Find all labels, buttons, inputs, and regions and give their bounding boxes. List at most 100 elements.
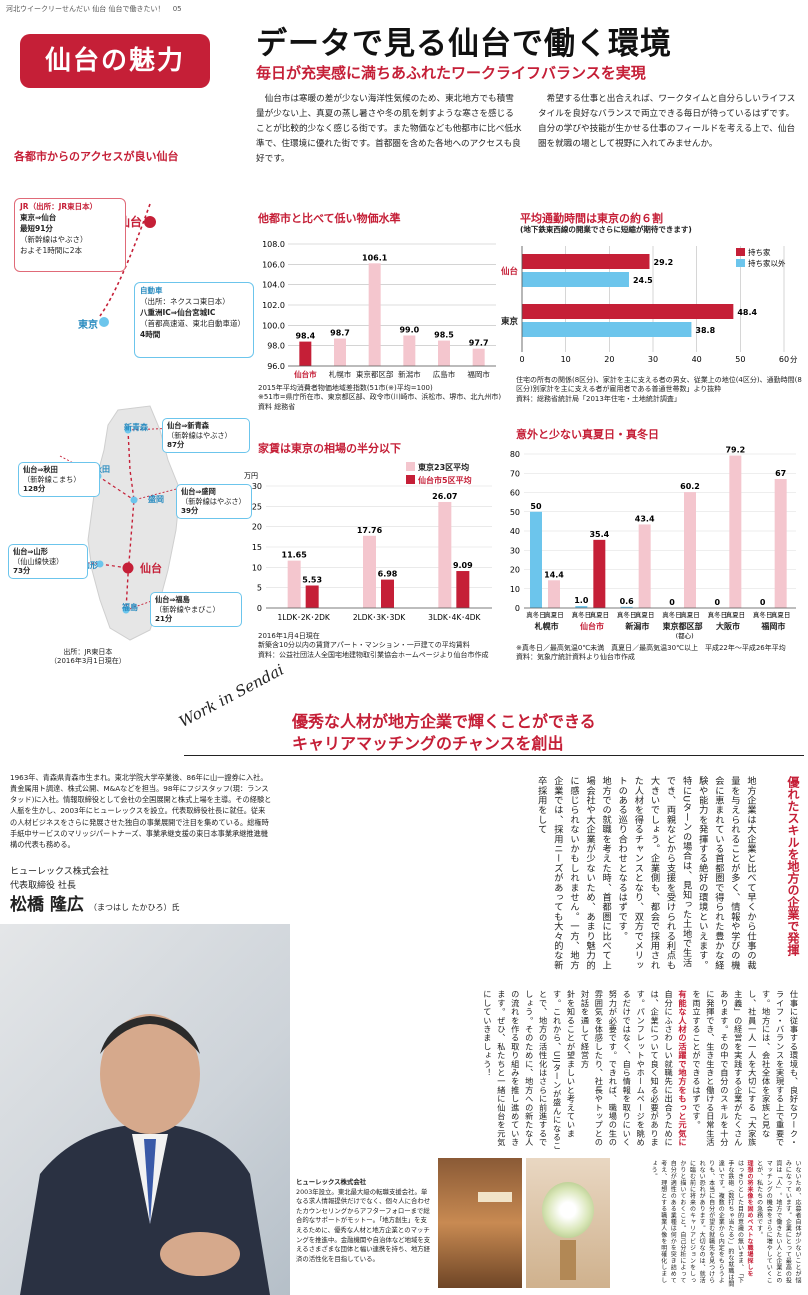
commute-xtick: 30	[648, 355, 658, 364]
intro-right: 希望する仕事と出合えれば、ワークタイムと自分らしいライフスタイルを良好なバランス…	[538, 94, 796, 150]
route-aomori-sub: （新幹線はやぶさ）	[167, 430, 232, 440]
ceo-role: 代表取締役 社長	[10, 881, 76, 891]
route-yamagata-sub: （仙山線快速）	[13, 556, 64, 566]
days-ytick: 50	[510, 508, 520, 517]
company-box: ヒューレックス株式会社 2003年設立。東北最大級の転職支援会社。単なる求人情報…	[296, 1178, 432, 1264]
days-summer-bar	[774, 479, 787, 608]
rent-value-label: 26.07	[432, 492, 457, 501]
commute-title: 平均通勤時間は東京の約６割	[520, 212, 663, 225]
rent-ytick: 15	[252, 543, 262, 552]
hand-shape	[160, 1232, 240, 1276]
flower-shape	[542, 1182, 594, 1238]
col2-a: いないため、応募者自体が少ないことが悩みになっています。企業にとって最高の投資は…	[755, 1160, 801, 1284]
access-map-top	[99, 203, 156, 327]
route-aomori: 仙台⇒新青森	[167, 421, 209, 430]
fukushima-dot	[122, 606, 130, 614]
rent-yunit: 万円	[244, 472, 258, 480]
days-winter-label: 50	[530, 502, 542, 511]
days-city-label: 札幌市	[534, 621, 559, 631]
commute-notes: 住宅の所有の関係(8区分)、家計を主に支える者の男女、従業上の地位(4区分)、通…	[516, 376, 804, 404]
rent-ytick: 20	[252, 523, 262, 532]
rent-ytick: 10	[252, 563, 262, 572]
running-header: 河北ウイークリーせんだい 仙台 仙台で働きたい！ 05	[6, 4, 182, 14]
rent-notes: 2016年1月4日現在 新築含10分以内の賃貸アパート・マンション・一戸建ての平…	[258, 632, 510, 660]
days-summer-label: 14.4	[544, 570, 564, 579]
route-akita: 仙台⇒秋田	[23, 465, 58, 474]
days-sublabel: 真冬日	[572, 610, 592, 619]
route-morioka-sub: （新幹線はやぶさ）	[181, 496, 246, 506]
days-summer-label: 79.2	[725, 446, 745, 455]
price-notes: 2015年平均消費者物価地域差指数(51市(※)平均=100) ※51市=県庁所…	[258, 384, 508, 412]
flower-photo	[526, 1158, 610, 1288]
city-yamagata: 山形	[82, 561, 98, 570]
city-morioka: 盛岡	[148, 495, 164, 504]
sendai-dot	[144, 216, 156, 228]
rent-note-2: 新築含10分以内の賃貸アパート・マンション・一戸建ての平均賃料	[258, 641, 470, 650]
rent-value-label: 9.09	[453, 561, 473, 570]
days-sublabel: 真夏日	[726, 610, 746, 619]
price-ytick: 96.0	[267, 362, 285, 371]
days-ytick: 10	[510, 585, 520, 594]
rent-bar	[456, 571, 470, 608]
route-fukushima-sub: （新幹線やまびこ）	[155, 604, 220, 614]
route-box-morioka: 仙台⇒盛岡 （新幹線はやぶさ） 39分	[176, 484, 252, 520]
days-sublabel: 真冬日	[662, 610, 682, 619]
days-ytick: 60	[510, 489, 520, 498]
commute-xtick: 50	[735, 355, 745, 364]
route-morioka: 仙台⇒盛岡	[181, 487, 216, 496]
rent-ytick: 25	[252, 502, 262, 511]
days-sublabel: 真冬日	[617, 610, 637, 619]
commute-note-2: 資料：総務省統計局「2013年住宅・土地統計調査」	[516, 394, 681, 403]
days-ytick: 0	[515, 604, 520, 613]
price-note-1: 2015年平均消費者物価地域差指数(51市(※)平均=100)	[258, 384, 433, 392]
commute-xtick: 20	[604, 355, 614, 364]
days-summer-label: 67	[775, 469, 786, 478]
col1-body: 地方企業は大企業と比べて早くから仕事の裁量を与えられることが多く、情報や学びの機…	[616, 776, 756, 970]
commute-legend-label: 持ち家	[748, 247, 771, 257]
rent-category-label: 2LDK･3K･3DK	[353, 613, 406, 622]
running-title: 河北ウイークリーせんだい 仙台 仙台で働きたい！	[6, 5, 165, 13]
access-title: 各都市からのアクセスが良い仙台	[14, 150, 179, 163]
commute-xtick: 0	[519, 355, 524, 364]
col2-wrap: 仕事に従事する環境も、良好なワーク・ライフ・バランスを実現する上で重要です。地方…	[300, 990, 800, 1154]
col1-body-b: 地方での就職を考えた時、首都圏に比べて上場会社や大企業が少ないため、あまり魅力的…	[535, 776, 612, 970]
days-winter-label: 0	[715, 598, 721, 607]
rent-category-label: 3LDK･4K･4DK	[428, 613, 481, 622]
commute-xunit: 分	[790, 355, 798, 364]
ceo-figure	[20, 1014, 270, 1295]
commute-category-label: 仙台	[501, 266, 519, 277]
days-title: 意外と少ない真夏日・真冬日	[516, 428, 659, 441]
days-summer-bar	[593, 539, 606, 608]
rent-value-label: 5.53	[302, 576, 322, 585]
route-yamagata: 仙台⇒山形	[13, 547, 48, 556]
hair-shape	[100, 1016, 200, 1054]
col1-heading: 優れたスキルを地方の企業で発揮	[786, 776, 800, 956]
route-fukushima: 仙台⇒福島	[155, 595, 190, 604]
days-summer-bar	[638, 524, 651, 608]
commute-legend-label: 持ち家以外	[748, 258, 786, 268]
city-sendai: 仙台	[140, 562, 162, 575]
vase-shape	[560, 1240, 576, 1280]
days-sublabel: 真冬日	[708, 610, 728, 619]
price-bar	[368, 263, 381, 366]
car-note: （首都高速道、東北自動車道）	[140, 318, 245, 328]
col2-heading-text: 理想の将来像を固めベストな職場探しを	[746, 1160, 754, 1277]
face-shape	[100, 1014, 200, 1134]
route-box-aomori: 仙台⇒新青森 （新幹線はやぶさ） 87分	[162, 418, 250, 454]
days-ytick: 80	[510, 450, 520, 459]
rent-note-3: 資料：公益社団法人全国宅地建物取引業協会ホームページより仙台市作成	[258, 650, 489, 659]
days-summer-bar	[729, 455, 742, 608]
rent-legend-label: 東京23区平均	[418, 462, 469, 472]
col3-heading: 有能な人材の活躍で地方をもっと元気に	[677, 990, 688, 1147]
access-source: 出所：JR東日本 （2016年3月1日現在）	[50, 648, 126, 667]
days-sublabel: 真夏日	[680, 610, 700, 619]
price-ytick: 98.0	[267, 342, 285, 351]
company-box-name: ヒューレックス株式会社	[296, 1178, 367, 1186]
page-number: 05	[172, 5, 182, 13]
rent-ytick: 0	[257, 604, 262, 613]
ceo-photo	[0, 924, 290, 1295]
days-chart: 010203040506070805014.4真冬日真夏日札幌市1.035.4真…	[510, 446, 796, 640]
days-city-label: 大阪市	[716, 621, 740, 631]
commute-legend-swatch	[736, 248, 745, 256]
price-ytick: 108.0	[262, 240, 285, 249]
